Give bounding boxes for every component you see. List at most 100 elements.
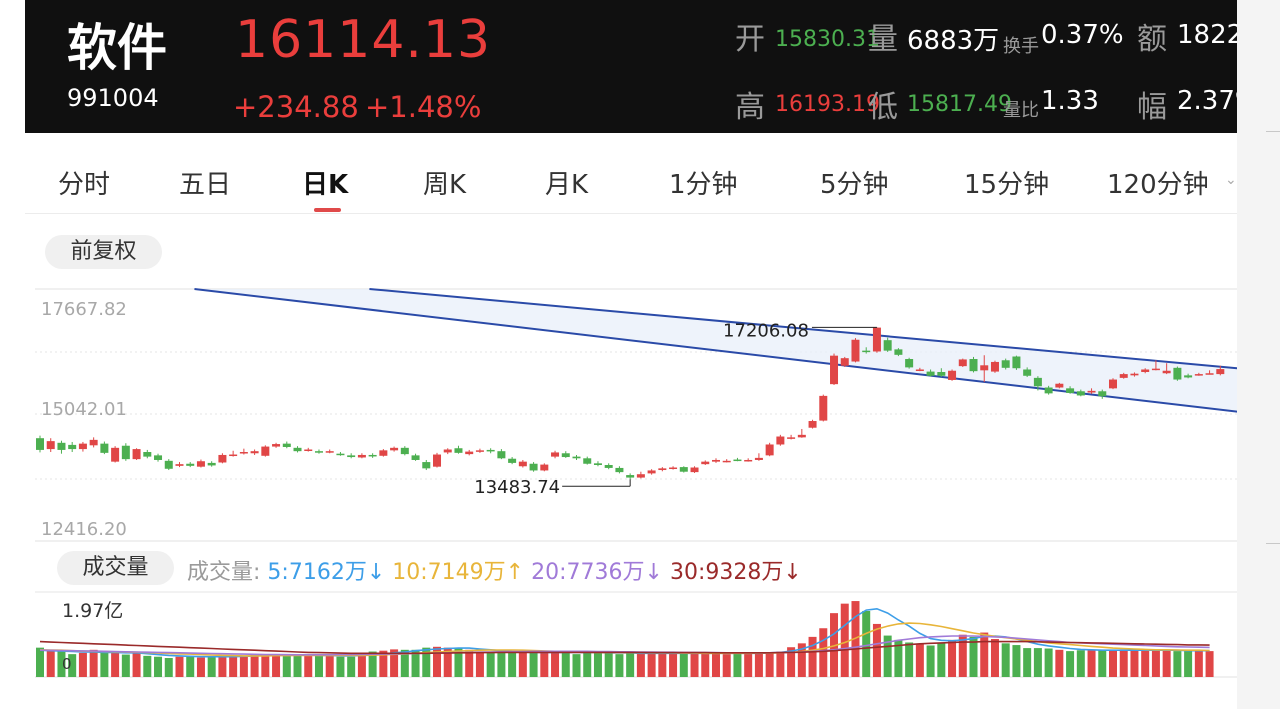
volume-bar: [89, 649, 98, 677]
candle-body: [529, 463, 538, 471]
stock-code: 991004: [67, 84, 159, 112]
chevron-down-icon[interactable]: ⌄: [1225, 172, 1237, 188]
volume-legend-prefix: 成交量:: [187, 560, 261, 585]
volume-legend: 成交量: 5:7162万↓ 10:7149万↑ 20:7736万↓ 30:932…: [187, 554, 802, 586]
tab-intraday[interactable]: 分时: [58, 170, 111, 200]
tab-weekly-k[interactable]: 周K: [423, 170, 467, 200]
candle: [690, 466, 699, 473]
volume-bar: [561, 652, 570, 677]
candle: [754, 453, 763, 461]
volume-bar: [1055, 649, 1064, 677]
candle-body: [862, 350, 871, 353]
adjust-button[interactable]: 前复权: [45, 235, 162, 269]
candle: [851, 338, 860, 363]
volume-bar: [293, 655, 302, 677]
candle: [132, 448, 141, 460]
candle-body: [261, 446, 270, 456]
candle-body: [454, 448, 463, 453]
volume-bar: [325, 655, 334, 677]
candle: [411, 453, 420, 461]
candle: [1194, 372, 1203, 376]
high-label: 高: [735, 90, 765, 125]
candle-body: [776, 436, 785, 445]
volume-bar: [1119, 649, 1128, 677]
candle: [958, 358, 967, 367]
candle-body: [701, 461, 710, 465]
candle-body: [1205, 373, 1214, 375]
volume-bar: [915, 643, 924, 677]
candle: [1216, 365, 1225, 376]
candle-body: [1151, 368, 1160, 371]
channel-upper-line: [369, 288, 1237, 370]
candle: [948, 369, 957, 381]
candle-body: [958, 359, 967, 367]
low-label: 低: [868, 90, 898, 125]
candle: [765, 442, 774, 457]
strip-tick: [1266, 131, 1280, 132]
candle: [797, 428, 806, 438]
candle-body: [422, 462, 431, 469]
candle-body: [1044, 387, 1053, 394]
candle-body: [347, 455, 356, 458]
candle-body: [111, 447, 120, 462]
candle: [872, 327, 881, 353]
candle-body: [314, 451, 323, 453]
active-tab-indicator: [314, 208, 341, 212]
candle: [304, 447, 313, 452]
candle-body: [658, 468, 667, 471]
candle-body: [744, 459, 753, 462]
volume-bar: [883, 635, 892, 677]
candle: [336, 452, 345, 456]
volume-bar: [819, 628, 828, 677]
ma5-legend: 5:7162万↓: [267, 560, 386, 585]
vol-ratio-label: 量比: [1003, 100, 1039, 121]
candle-body: [132, 449, 141, 460]
volume-bar: [78, 652, 87, 677]
candle: [1119, 372, 1128, 379]
candle-body: [465, 451, 474, 455]
tab-daily-k[interactable]: 日K: [302, 170, 349, 200]
volume-bar: [1098, 649, 1107, 677]
right-edge-strip: [1237, 0, 1280, 709]
volume-bar: [894, 639, 903, 677]
candle: [1184, 373, 1193, 379]
volume-bar: [36, 647, 44, 677]
volume-bar: [196, 657, 205, 677]
volume-bar: [636, 652, 645, 677]
candle: [89, 437, 98, 448]
volume-bar: [68, 654, 77, 677]
candle-body: [1184, 375, 1193, 378]
volume-bar: [926, 645, 935, 677]
volume-bar: [411, 649, 420, 677]
candle-body: [636, 474, 645, 478]
candle: [1098, 389, 1107, 399]
volume-bar: [1151, 650, 1160, 677]
candle: [1109, 378, 1117, 390]
candle-body: [1162, 370, 1171, 374]
candle-body: [518, 461, 527, 467]
candle: [990, 360, 999, 373]
tab-five-day[interactable]: 五日: [179, 170, 232, 200]
candle-body: [497, 451, 506, 459]
volume-indicator-button[interactable]: 成交量: [57, 551, 174, 585]
volume-bar: [1184, 651, 1193, 677]
tab-120min[interactable]: 120分钟: [1107, 170, 1209, 200]
candle: [400, 446, 409, 456]
amount-label: 额: [1137, 22, 1167, 57]
ma20-legend: 20:7736万↓: [531, 560, 663, 585]
tab-monthly-k[interactable]: 月K: [545, 170, 589, 200]
volume-bar: [357, 654, 366, 677]
high-value: 16193.19: [775, 92, 880, 117]
candle: [830, 353, 839, 385]
candle: [229, 450, 238, 457]
volume-bar: [175, 656, 184, 677]
tab-5min[interactable]: 5分钟: [820, 170, 889, 200]
candle-body: [46, 441, 55, 450]
candle-body: [36, 438, 44, 450]
tab-1min[interactable]: 1分钟: [669, 170, 738, 200]
volume-bar: [808, 636, 817, 677]
volume-bar: [615, 654, 624, 677]
tab-15min[interactable]: 15分钟: [964, 170, 1050, 200]
candle-body: [905, 359, 914, 368]
volume-bar: [862, 610, 871, 677]
